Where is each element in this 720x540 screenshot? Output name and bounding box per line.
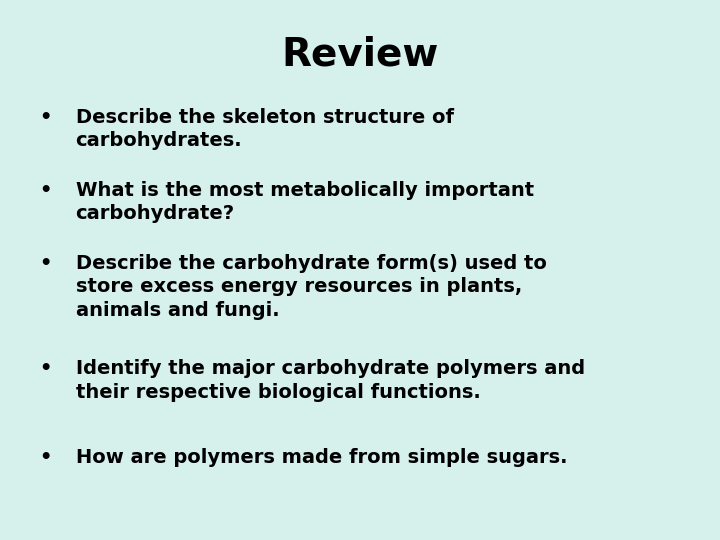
- Text: Describe the carbohydrate form(s) used to
store excess energy resources in plant: Describe the carbohydrate form(s) used t…: [76, 254, 546, 320]
- Text: Describe the skeleton structure of
carbohydrates.: Describe the skeleton structure of carbo…: [76, 108, 454, 151]
- Text: •: •: [40, 254, 52, 273]
- Text: How are polymers made from simple sugars.: How are polymers made from simple sugars…: [76, 448, 567, 467]
- Text: •: •: [40, 108, 52, 127]
- Text: What is the most metabolically important
carbohydrate?: What is the most metabolically important…: [76, 181, 534, 224]
- Text: •: •: [40, 359, 52, 378]
- Text: Identify the major carbohydrate polymers and
their respective biological functio: Identify the major carbohydrate polymers…: [76, 359, 585, 402]
- Text: •: •: [40, 181, 52, 200]
- Text: •: •: [40, 448, 52, 467]
- Text: Review: Review: [282, 35, 438, 73]
